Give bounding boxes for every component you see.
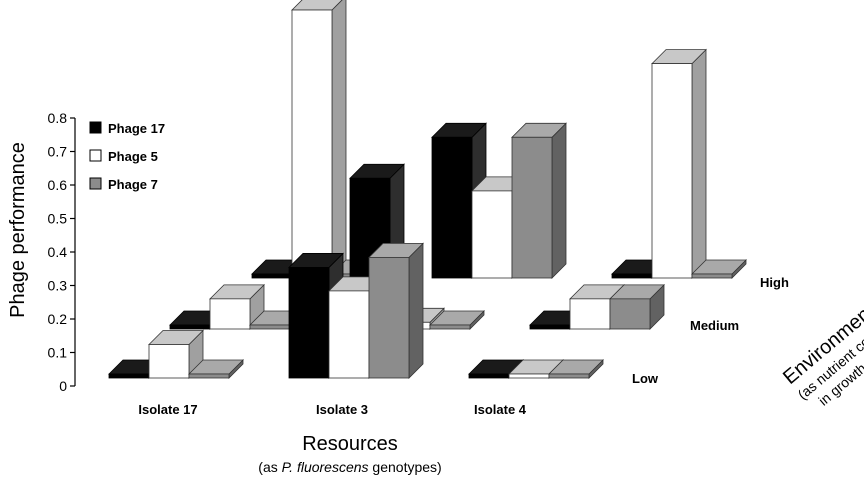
bar-phage-7-high-isolate-3 [511, 122, 567, 279]
bar-front [529, 324, 571, 330]
y-tick-label: 0.8 [48, 110, 68, 126]
bar-phage-7-high-isolate-4 [691, 259, 747, 279]
bar-front [328, 290, 370, 379]
bar-front [691, 273, 733, 279]
bar-side [551, 122, 567, 279]
x-category-label-isolate-3: Isolate 3 [316, 402, 368, 417]
bar-front [251, 273, 293, 279]
bar-phage-7-medium-isolate-3 [429, 310, 485, 330]
bar-front [169, 324, 211, 330]
y-tick-label: 0.6 [48, 177, 68, 193]
depth-label-medium: Medium [690, 318, 739, 333]
bar-front [429, 324, 471, 330]
bar-front [249, 324, 291, 330]
y-tick-label: 0 [59, 378, 67, 394]
legend-label: Phage 5 [108, 149, 158, 164]
legend: Phage 17 Phage 5 Phage 7 [89, 121, 165, 192]
bar-front [148, 344, 190, 379]
bar-front [288, 267, 330, 379]
y-tick-label: 0.2 [48, 311, 68, 327]
bar-side [691, 48, 707, 279]
bar-front [188, 373, 230, 379]
y-tick-label: 0.4 [48, 244, 68, 260]
bar-phage-5-high-isolate-4 [651, 48, 707, 279]
bar-phage-5-low-isolate-17 [148, 329, 204, 379]
bar-front [368, 256, 410, 379]
bar-front [511, 136, 553, 279]
y-axis: 0 0.1 0.2 0.3 0.4 0.5 0.6 0.7 0.8 [48, 110, 76, 394]
x-axis-subtitle: (as P. fluorescens genotypes) [258, 459, 441, 475]
bar-front [468, 373, 510, 379]
bar-phage-7-low-isolate-3 [368, 242, 424, 379]
bar-front [108, 373, 150, 379]
legend-label: Phage 7 [108, 177, 158, 192]
bars [108, 0, 747, 379]
bar-side [408, 242, 424, 379]
depth-label-low: Low [632, 371, 659, 386]
bar-front [508, 373, 550, 379]
x-axis-title: Resources [302, 433, 398, 455]
x-category-label-isolate-17: Isolate 17 [138, 402, 197, 417]
legend-swatch [89, 149, 102, 162]
y-tick-label: 0.5 [48, 211, 68, 227]
bar-front [431, 136, 473, 279]
legend-label: Phage 17 [108, 121, 165, 136]
bar-front [651, 63, 693, 279]
y-tick-label: 0.1 [48, 345, 68, 361]
depth-label-high: High [760, 275, 789, 290]
y-axis-title: Phage performance [7, 142, 29, 318]
bar-front [209, 298, 251, 330]
bar-front [291, 9, 333, 279]
bar-front [471, 190, 513, 279]
legend-swatch [89, 121, 102, 134]
x-category-label-isolate-4: Isolate 4 [474, 402, 527, 417]
bar-side [331, 0, 347, 279]
bar-phage-7-medium-isolate-4 [609, 283, 665, 330]
y-tick-label: 0.3 [48, 278, 68, 294]
bar-phage-7-low-isolate-4 [548, 359, 604, 379]
bar-front [548, 373, 590, 379]
y-tick-label: 0.7 [48, 144, 68, 160]
bar-front [569, 298, 611, 330]
bar-phage-7-low-isolate-17 [188, 359, 244, 379]
bar-front [609, 298, 651, 330]
bar-front [611, 273, 653, 279]
legend-swatch [89, 177, 102, 190]
bar-phage-5-high-isolate-17 [291, 0, 347, 279]
